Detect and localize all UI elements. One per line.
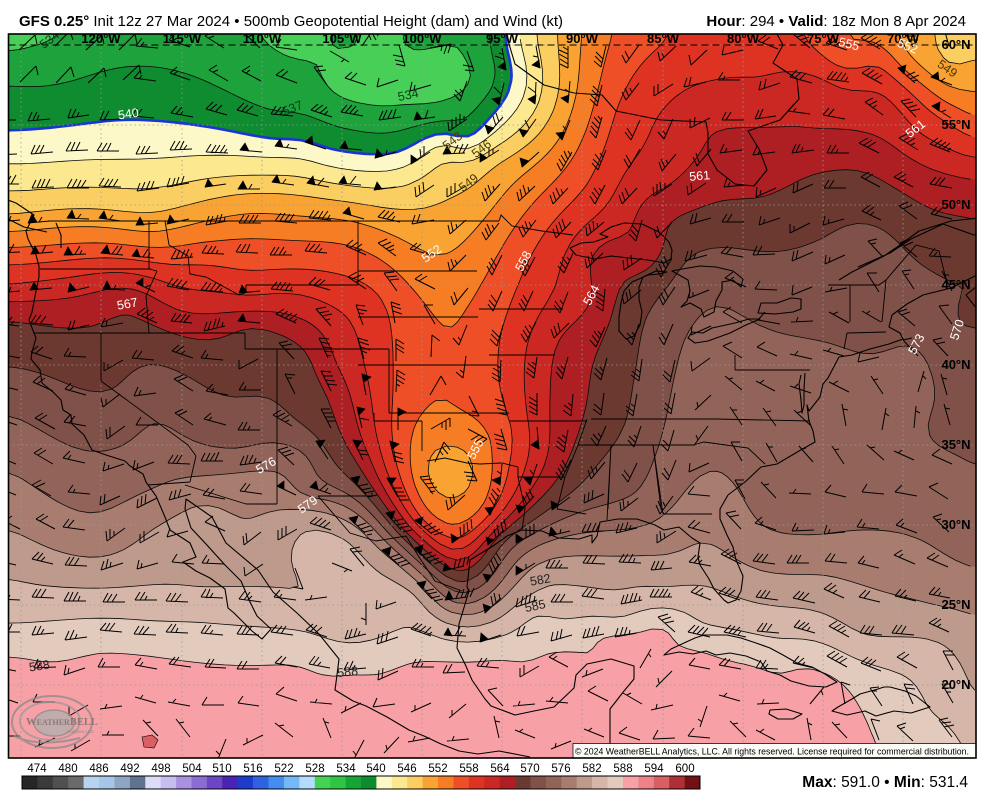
svg-text:110°W: 110°W [243, 31, 282, 46]
svg-text:120°W: 120°W [81, 31, 121, 46]
svg-text:588: 588 [613, 763, 632, 775]
svg-text:582: 582 [582, 763, 601, 775]
svg-text:115°W: 115°W [163, 31, 202, 46]
svg-text:105°W: 105°W [322, 31, 362, 46]
svg-text:498: 498 [151, 763, 170, 775]
svg-text:564: 564 [490, 763, 510, 775]
svg-text:Max: 591.0 • Min: 531.4: Max: 591.0 • Min: 531.4 [802, 774, 968, 791]
svg-text:85°W: 85°W [647, 31, 680, 46]
svg-text:© 2024 WeatherBELL Analytics,: © 2024 WeatherBELL Analytics, LLC. All r… [575, 747, 969, 758]
svg-text:45°N: 45°N [941, 277, 970, 292]
svg-text:522: 522 [274, 763, 293, 775]
svg-text:516: 516 [243, 763, 262, 775]
svg-text:55°N: 55°N [941, 117, 970, 132]
svg-text:35°N: 35°N [941, 437, 970, 452]
svg-text:534: 534 [397, 86, 420, 104]
svg-text:594: 594 [644, 763, 664, 775]
svg-text:540: 540 [366, 763, 385, 775]
svg-text:90°W: 90°W [566, 31, 599, 46]
svg-text:486: 486 [89, 763, 108, 775]
svg-text:60°N: 60°N [941, 37, 970, 52]
svg-text:480: 480 [58, 763, 77, 775]
svg-text:600: 600 [675, 763, 694, 775]
svg-text:474: 474 [27, 763, 47, 775]
svg-text:Analytics LLC: Analytics LLC [66, 729, 94, 734]
svg-text:582: 582 [529, 571, 552, 588]
svg-text:540: 540 [117, 106, 140, 123]
svg-text:534: 534 [336, 763, 356, 775]
svg-text:25°N: 25°N [941, 597, 970, 612]
svg-text:50°N: 50°N [941, 197, 970, 212]
svg-text:561: 561 [689, 168, 711, 184]
svg-text:588: 588 [336, 664, 358, 680]
svg-text:555: 555 [837, 35, 861, 54]
svg-text:20°N: 20°N [941, 677, 970, 692]
svg-text:80°W: 80°W [727, 31, 760, 46]
svg-text:Hour: 294 • Valid: 18z Mon 8 A: Hour: 294 • Valid: 18z Mon 8 Apr 2024 [706, 13, 966, 30]
svg-text:510: 510 [212, 763, 231, 775]
svg-text:546: 546 [397, 763, 416, 775]
svg-text:528: 528 [305, 763, 324, 775]
svg-text:95°W: 95°W [486, 31, 519, 46]
svg-text:558: 558 [459, 763, 478, 775]
svg-text:588: 588 [28, 658, 51, 675]
svg-text:75°W: 75°W [807, 31, 840, 46]
svg-text:585: 585 [524, 597, 547, 615]
svg-text:576: 576 [551, 763, 570, 775]
svg-text:570: 570 [520, 763, 539, 775]
svg-text:40°N: 40°N [941, 357, 970, 372]
svg-text:552: 552 [428, 763, 447, 775]
svg-text:492: 492 [120, 763, 139, 775]
svg-text:70°W: 70°W [887, 31, 920, 46]
svg-text:504: 504 [182, 763, 202, 775]
svg-text:GFS 0.25° Init 12z 27 Mar 2024: GFS 0.25° Init 12z 27 Mar 2024 • 500mb G… [19, 13, 563, 30]
svg-text:30°N: 30°N [941, 517, 970, 532]
svg-text:100°W: 100°W [402, 31, 442, 46]
svg-text:570: 570 [947, 318, 967, 342]
svg-text:WEATHERBELL: WEATHERBELL [26, 717, 98, 728]
svg-text:567: 567 [116, 295, 139, 312]
